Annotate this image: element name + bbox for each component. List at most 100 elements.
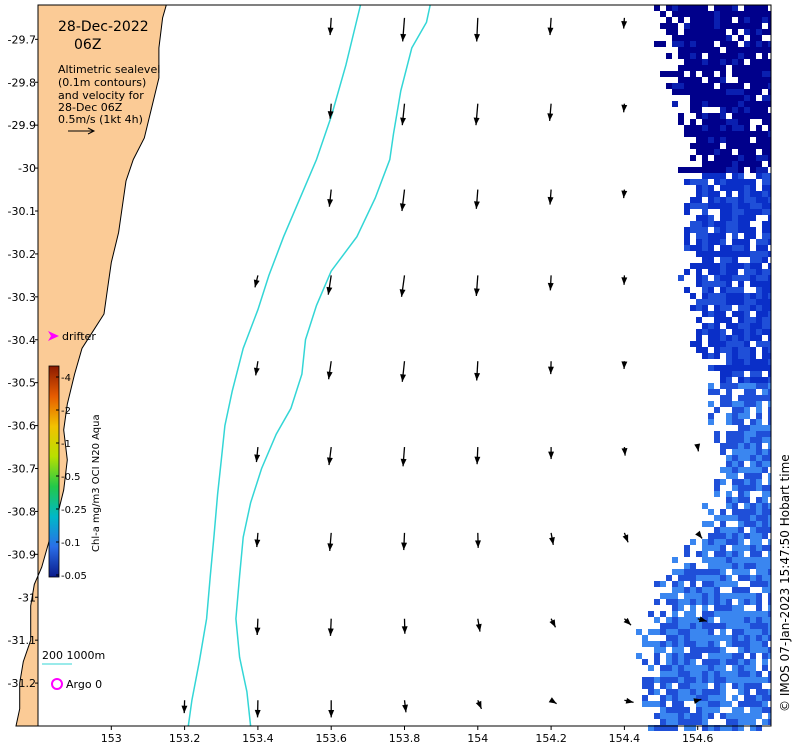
chl-pixel (762, 41, 768, 47)
chl-pixel (708, 233, 714, 239)
chl-pixel (732, 713, 738, 719)
chl-pixel (714, 77, 720, 83)
chl-pixel (714, 623, 720, 629)
chl-pixel (708, 269, 714, 275)
chl-pixel (738, 149, 744, 155)
chl-pixel (696, 29, 702, 35)
chl-pixel (738, 341, 744, 347)
chl-pixel (672, 5, 678, 11)
chl-pixel (636, 653, 642, 659)
chl-pixel (708, 689, 714, 695)
chl-pixel (720, 263, 726, 269)
chl-pixel (672, 629, 678, 635)
chl-pixel (738, 359, 744, 365)
chl-pixel (738, 485, 744, 491)
chl-pixel (702, 257, 708, 263)
chl-pixel (762, 281, 768, 287)
chl-pixel (732, 89, 738, 95)
chl-pixel (762, 251, 768, 257)
y-tick-label: -30.5 (8, 377, 36, 390)
chl-pixel (720, 281, 726, 287)
chl-pixel (768, 287, 771, 293)
chl-pixel (708, 539, 714, 545)
chl-pixel (714, 605, 720, 611)
chl-pixel (714, 263, 720, 269)
chl-pixel (708, 701, 714, 707)
chl-pixel (672, 581, 678, 587)
chl-pixel (714, 251, 720, 257)
velocity-arrow (473, 189, 480, 209)
chl-pixel (750, 539, 756, 545)
chl-pixel (750, 365, 756, 371)
chl-pixel (762, 689, 768, 695)
chl-pixel (708, 11, 714, 17)
chl-pixel (750, 353, 756, 359)
chl-pixel (756, 515, 762, 521)
chl-pixel (684, 5, 690, 11)
chl-pixel (756, 335, 762, 341)
chl-pixel (666, 689, 672, 695)
chl-pixel (672, 71, 678, 77)
chl-pixel (678, 671, 684, 677)
chl-pixel (744, 23, 750, 29)
chl-pixel (744, 293, 750, 299)
chl-pixel (768, 425, 771, 431)
chl-pixel (678, 83, 684, 89)
chl-pixel (738, 617, 744, 623)
chl-pixel (720, 59, 726, 65)
chl-pixel (720, 371, 726, 377)
chl-pixel (732, 161, 738, 167)
chl-pixel (762, 611, 768, 617)
chl-pixel (744, 29, 750, 35)
chl-pixel (666, 623, 672, 629)
chl-pixel (738, 191, 744, 197)
chl-pixel (756, 323, 762, 329)
chl-pixel (696, 53, 702, 59)
chl-pixel (726, 215, 732, 221)
chl-pixel (726, 269, 732, 275)
chl-pixel (660, 665, 666, 671)
chl-pixel (762, 707, 768, 713)
chl-pixel (738, 497, 744, 503)
chl-pixel (762, 359, 768, 365)
chl-pixel (714, 155, 720, 161)
chl-pixel (744, 431, 750, 437)
chl-pixel (756, 203, 762, 209)
scale-label: 200 1000m (42, 649, 105, 662)
chl-pixel (744, 143, 750, 149)
chl-pixel (732, 485, 738, 491)
chl-pixel (708, 113, 714, 119)
chl-pixel (768, 383, 771, 389)
chl-pixel (666, 83, 672, 89)
info-line-5: 0.5m/s (1kt 4h) (58, 113, 143, 126)
velocity-arrow (474, 17, 481, 42)
chl-pixel (702, 173, 708, 179)
chl-pixel (666, 719, 672, 725)
chl-pixel (702, 575, 708, 581)
chl-pixel (690, 695, 696, 701)
chl-pixel (726, 209, 732, 215)
x-tick-label: 153.4 (242, 732, 274, 745)
chl-pixel (708, 521, 714, 527)
chl-pixel (696, 83, 702, 89)
chl-pixel (726, 17, 732, 23)
chl-pixel (672, 29, 678, 35)
chl-pixel (726, 491, 732, 497)
chl-pixel (696, 125, 702, 131)
chl-pixel (654, 599, 660, 605)
chl-pixel (720, 527, 726, 533)
chl-pixel (720, 317, 726, 323)
argo-label: Argo 0 (66, 678, 102, 691)
chl-pixel (750, 575, 756, 581)
chl-pixel (726, 527, 732, 533)
drifter-label: drifter (62, 330, 96, 343)
chl-pixel (744, 641, 750, 647)
chl-pixel (666, 629, 672, 635)
chl-pixel (672, 701, 678, 707)
chl-pixel (690, 35, 696, 41)
sealevel-contour-2 (235, 4, 431, 727)
chl-pixel (738, 629, 744, 635)
chl-pixel (756, 647, 762, 653)
velocity-arrow (474, 361, 481, 381)
chl-pixel (732, 95, 738, 101)
